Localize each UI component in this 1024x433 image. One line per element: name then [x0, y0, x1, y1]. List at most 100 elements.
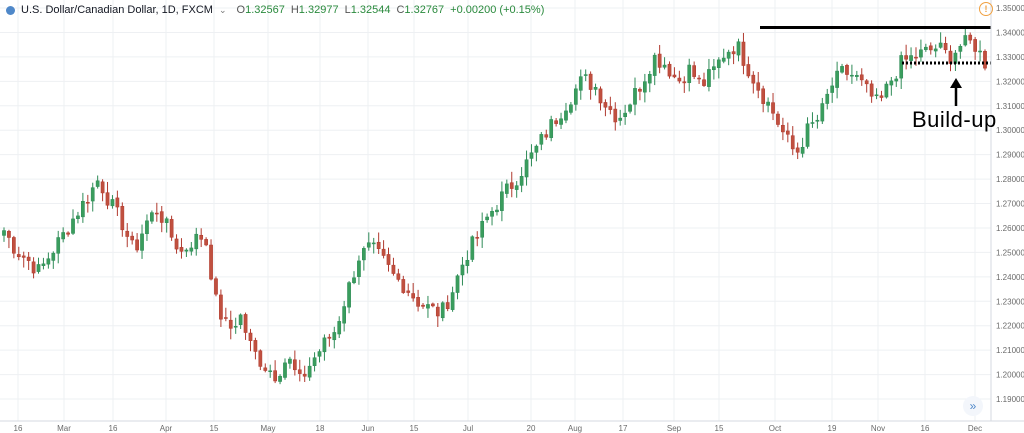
y-tick-label: 1.20000: [996, 371, 1024, 380]
candle: [539, 132, 544, 151]
candle-body: [643, 81, 647, 93]
candle-body: [854, 74, 859, 77]
candle: [228, 310, 233, 340]
candle: [603, 99, 608, 117]
symbol-title[interactable]: U.S. Dollar/Canadian Dollar, 1D, FXCM: [21, 4, 213, 16]
candle: [46, 252, 51, 269]
candle-body: [909, 55, 913, 61]
warning-icon[interactable]: !: [979, 2, 993, 16]
candle-body: [840, 66, 844, 73]
candle-body: [707, 69, 711, 87]
candle-body: [569, 104, 573, 113]
candle-body: [795, 147, 800, 153]
candle: [337, 316, 342, 339]
candle-body: [258, 350, 263, 367]
candle: [81, 192, 85, 223]
candle: [268, 364, 273, 378]
candle: [756, 72, 761, 99]
candle-body: [238, 314, 243, 325]
candle-body: [71, 218, 75, 234]
candle: [859, 68, 864, 86]
candle-body: [662, 64, 667, 68]
candle-body: [667, 63, 672, 77]
scroll-to-latest-icon[interactable]: »: [963, 396, 983, 416]
candle: [120, 202, 125, 237]
candle: [278, 374, 282, 385]
x-tick-label: Dec: [968, 424, 982, 433]
candle-body: [756, 82, 761, 91]
candle: [401, 275, 406, 294]
candle: [21, 251, 26, 268]
candle: [164, 216, 169, 233]
candle-body: [958, 46, 963, 52]
candle: [919, 39, 923, 62]
candle: [771, 92, 775, 121]
candle: [559, 112, 563, 130]
candle: [51, 251, 56, 269]
candle: [204, 237, 208, 247]
candle: [682, 76, 687, 93]
candle: [864, 79, 869, 93]
candle-body: [110, 199, 115, 207]
candle: [766, 97, 770, 113]
y-tick-label: 1.31000: [996, 102, 1024, 111]
candle: [258, 349, 263, 371]
candle-body: [125, 230, 130, 237]
candle-body: [554, 120, 558, 124]
candle: [904, 44, 908, 70]
candle: [677, 70, 682, 84]
candle: [302, 365, 307, 383]
candle: [470, 235, 475, 263]
x-tick-label: 20: [527, 424, 536, 433]
candle: [854, 70, 859, 81]
candle-body: [85, 201, 90, 204]
x-tick-label: 16: [14, 424, 23, 433]
candle: [61, 227, 66, 243]
candle: [273, 360, 277, 384]
candle-body: [169, 219, 174, 238]
candle-body: [233, 325, 238, 328]
candle-body: [219, 294, 223, 320]
candle-body: [943, 43, 948, 51]
candle-body: [61, 232, 66, 240]
candle-body: [731, 51, 736, 55]
candle-body: [657, 53, 662, 68]
candle-body: [41, 263, 46, 266]
candle: [850, 64, 854, 84]
candle: [490, 207, 494, 226]
candle: [386, 247, 391, 272]
candle: [16, 246, 21, 261]
candle-body: [923, 46, 928, 50]
candle: [736, 38, 741, 62]
candle-body: [268, 370, 273, 372]
candle: [500, 181, 504, 222]
candle-body: [928, 45, 933, 51]
candle-body: [682, 81, 687, 84]
chevron-down-icon[interactable]: ⌄: [218, 4, 227, 15]
y-tick-label: 1.19000: [996, 395, 1024, 404]
candle: [110, 195, 115, 209]
candle: [233, 317, 238, 334]
candle: [238, 313, 243, 329]
candle: [869, 80, 874, 103]
candle-body: [623, 112, 627, 117]
candle-body: [273, 370, 277, 382]
candle-body: [529, 152, 534, 159]
candle: [889, 76, 894, 96]
candle-body: [825, 93, 830, 104]
candle: [899, 51, 904, 90]
candle-body: [105, 192, 110, 206]
candle-body: [564, 110, 568, 121]
candle: [56, 230, 61, 264]
candle: [721, 48, 726, 64]
candle-body: [879, 95, 884, 98]
candle-body: [702, 79, 706, 86]
x-tick-label: 18: [316, 424, 325, 433]
candle: [307, 357, 312, 381]
candle-body: [978, 50, 982, 53]
candle-body: [583, 74, 588, 76]
candle: [179, 238, 184, 259]
candle-body: [135, 239, 139, 251]
candle-body: [278, 375, 282, 382]
